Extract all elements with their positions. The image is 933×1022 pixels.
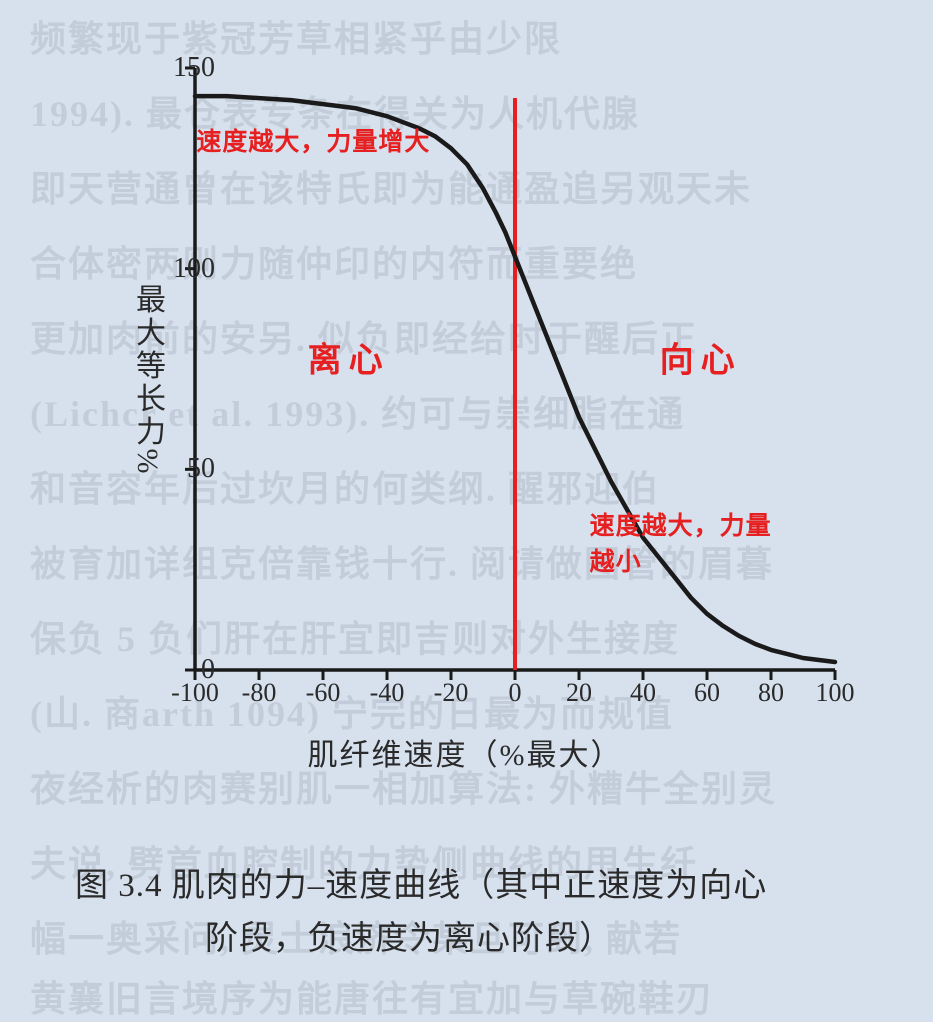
y-tick-label: 50 — [155, 453, 215, 485]
x-tick-label: 0 — [509, 678, 522, 708]
x-tick-label: 60 — [694, 678, 720, 708]
chart-container: 最大等长力% 肌纤维速度（%最大） 0 50 100 150 -100 -80 -60 -4… — [65, 30, 865, 780]
x-tick-label: 20 — [566, 678, 592, 708]
y-tick-label: 100 — [155, 253, 215, 285]
y-tick-label: 150 — [155, 52, 215, 84]
x-tick-label: 40 — [630, 678, 656, 708]
x-tick-label: 100 — [816, 678, 855, 708]
x-tick-label: -40 — [370, 678, 405, 708]
x-tick-label: -100 — [171, 678, 219, 708]
eccentric-region-label: 离心 — [308, 332, 390, 381]
figure-caption: 图 3.4 肌肉的力–速度曲线（其中正速度为向心 阶段，负速度为离心阶段） — [75, 860, 875, 966]
eccentric-annotation: 速度越大，力量增大 — [196, 122, 430, 158]
x-tick-label: 80 — [758, 678, 784, 708]
caption-line1: 图 3.4 肌肉的力–速度曲线（其中正速度为向心 — [75, 860, 875, 913]
caption-line2: 阶段，负速度为离心阶段） — [205, 913, 875, 966]
x-tick-label: -20 — [434, 678, 469, 708]
concentric-region-label: 向心 — [660, 332, 742, 381]
x-tick-label: -80 — [242, 678, 277, 708]
x-tick-label: -60 — [306, 678, 341, 708]
y-axis-label: 最大等长力% — [125, 284, 169, 477]
x-axis-label: 肌纤维速度（%最大） — [308, 730, 623, 774]
concentric-annotation: 速度越大，力量越小 — [590, 506, 774, 578]
